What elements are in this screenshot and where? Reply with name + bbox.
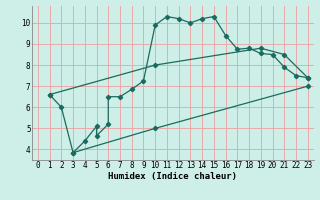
X-axis label: Humidex (Indice chaleur): Humidex (Indice chaleur) (108, 172, 237, 181)
